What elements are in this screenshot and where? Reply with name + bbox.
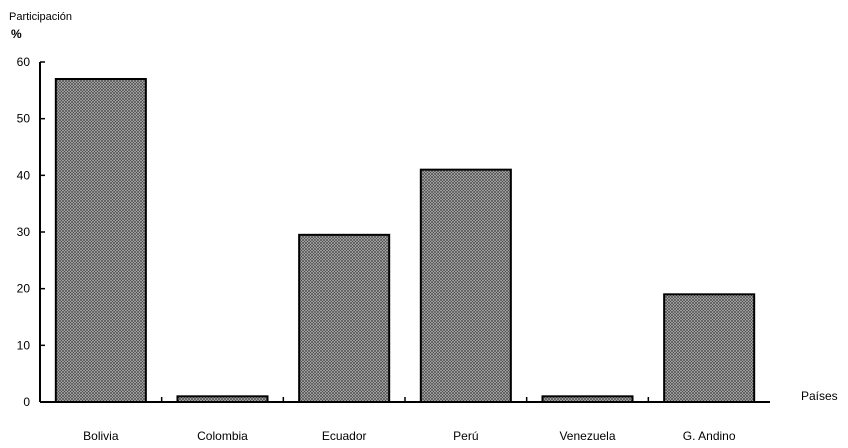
bar-venezuela bbox=[541, 395, 634, 404]
bar-bolivia bbox=[54, 78, 147, 403]
x-tick-label: Colombia bbox=[197, 429, 248, 443]
y-tick-label: 60 bbox=[17, 55, 31, 69]
x-tick-label: Venezuela bbox=[559, 429, 615, 443]
y-tick-label: 50 bbox=[17, 112, 31, 126]
y-tick-label: 20 bbox=[17, 282, 31, 296]
bar-g-andino bbox=[663, 293, 756, 404]
y-tick-label: 30 bbox=[17, 225, 31, 239]
bar-ecuador bbox=[298, 233, 391, 403]
bars bbox=[54, 78, 756, 404]
x-ticks bbox=[160, 397, 650, 402]
y-ticks: 0 10 20 30 40 50 60 bbox=[17, 55, 45, 409]
x-tick-label: Perú bbox=[453, 429, 478, 443]
x-tick-label: Ecuador bbox=[322, 429, 367, 443]
x-axis-label: Países bbox=[801, 389, 838, 403]
y-tick-label: 10 bbox=[17, 338, 31, 352]
bar-colombia bbox=[176, 395, 269, 404]
y-tick-label: 40 bbox=[17, 168, 31, 182]
x-tick-labels: Bolivia Colombia Ecuador Perú Venezuela G. An… bbox=[83, 429, 736, 443]
x-tick-label: Bolivia bbox=[83, 429, 119, 443]
bar-per- bbox=[419, 168, 512, 403]
y-axis-label: Participación bbox=[9, 11, 72, 23]
y-tick-label: 0 bbox=[23, 395, 30, 409]
y-axis-unit: % bbox=[11, 27, 22, 41]
x-tick-label: G. Andino bbox=[683, 429, 736, 443]
